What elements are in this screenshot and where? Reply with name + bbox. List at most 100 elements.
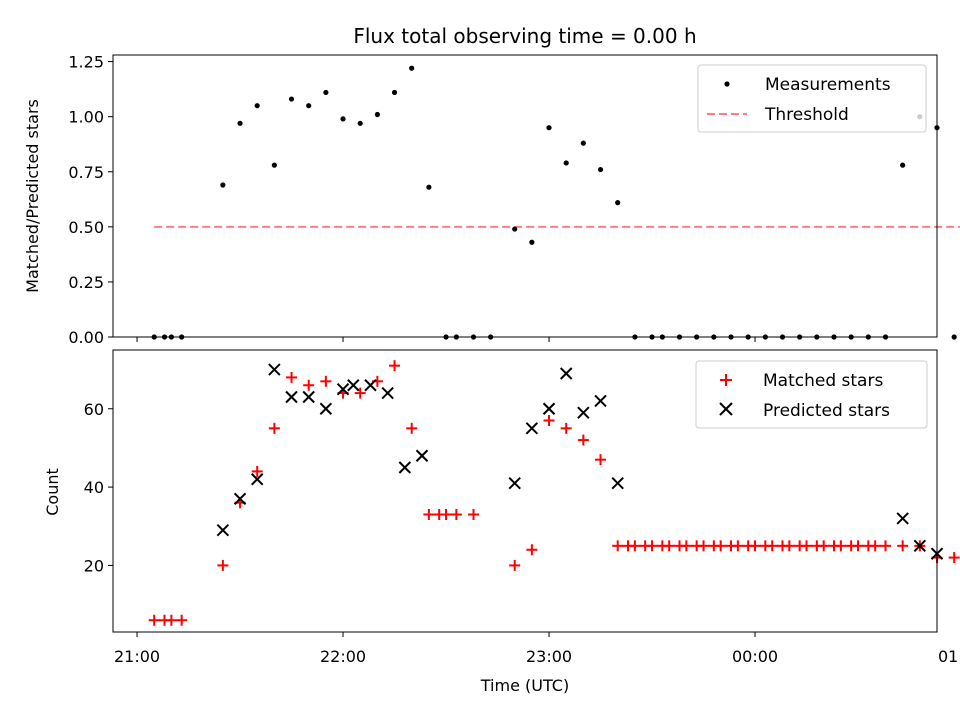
legend-measurements-label: Measurements bbox=[765, 75, 891, 95]
top-y-tick-label: 1.00 bbox=[68, 108, 104, 127]
matched-star-point bbox=[869, 540, 881, 552]
measurement-point bbox=[374, 111, 380, 118]
matched-star-point bbox=[646, 540, 658, 552]
matched-star-point bbox=[320, 375, 332, 387]
matched-star-point bbox=[303, 379, 315, 391]
predicted-star-point bbox=[302, 390, 315, 404]
matched-star-point bbox=[268, 422, 280, 434]
matched-star-point bbox=[629, 540, 641, 552]
matched-star-point bbox=[749, 540, 761, 552]
top-y-tick-label: 0.75 bbox=[68, 163, 104, 182]
measurement-point bbox=[237, 120, 243, 126]
predicted-star-point bbox=[559, 367, 573, 380]
matched-star-point bbox=[423, 509, 435, 520]
measurement-point bbox=[597, 166, 604, 173]
predicted-star-point bbox=[913, 539, 927, 553]
predicted-star-point bbox=[594, 394, 607, 408]
matched-star-point bbox=[852, 540, 864, 552]
bottom-legend: Matched stars Predicted stars bbox=[695, 360, 928, 429]
bottom-y-axis-label: Count bbox=[43, 468, 62, 516]
measurement-point bbox=[546, 125, 552, 131]
matched-star-point bbox=[698, 540, 710, 552]
predicted-star-point bbox=[415, 449, 429, 462]
measurement-point bbox=[323, 89, 329, 96]
measurement-point bbox=[615, 200, 621, 206]
top-legend: Measurements Threshold bbox=[697, 64, 927, 133]
matched-star-point bbox=[526, 544, 538, 556]
predicted-star-point bbox=[508, 476, 521, 490]
predicted-star-point bbox=[285, 390, 298, 404]
predicted-star-point bbox=[525, 422, 539, 435]
legend-predicted-label: Predicted stars bbox=[763, 401, 890, 421]
matched-star-point bbox=[440, 509, 452, 520]
matched-star-point bbox=[801, 540, 813, 552]
measurement-point bbox=[426, 184, 432, 190]
top-axes: 0.00 0.25 0.50 0.75 1.00 1.25 Matched/Predict… bbox=[23, 53, 960, 347]
matched-star-point bbox=[732, 540, 744, 552]
bottom-y-tick-label: 60 bbox=[84, 400, 104, 419]
x-tick-label: 23:00 bbox=[526, 647, 572, 666]
x-tick-label: 00:00 bbox=[732, 647, 778, 666]
matched-star-point bbox=[835, 540, 847, 552]
matched-star-point bbox=[560, 422, 572, 434]
matched-star-point bbox=[612, 540, 624, 552]
predicted-star-point bbox=[381, 386, 394, 400]
matched-star-point bbox=[251, 465, 263, 477]
bottom-legend-frame bbox=[695, 360, 928, 429]
bottom-axes-frame bbox=[112, 349, 938, 633]
matched-star-point bbox=[286, 371, 298, 383]
matched-star-point bbox=[148, 614, 160, 626]
predicted-star-point bbox=[268, 363, 281, 376]
predicted-star-point bbox=[611, 476, 624, 490]
predicted-star-point bbox=[347, 379, 360, 392]
matched-star-point bbox=[818, 540, 830, 552]
matched-star-point bbox=[543, 415, 555, 426]
legend-matched-marker bbox=[720, 374, 732, 386]
matched-star-point bbox=[354, 387, 366, 399]
predicted-star-point bbox=[250, 473, 264, 486]
predicted-star-point bbox=[398, 461, 412, 474]
matched-star-point bbox=[766, 540, 778, 552]
matched-star-point bbox=[450, 509, 462, 520]
legend-predicted-marker bbox=[719, 402, 733, 416]
bottom-y-tick-label: 40 bbox=[84, 478, 104, 497]
matched-star-point bbox=[783, 540, 795, 552]
measurement-point bbox=[288, 96, 295, 102]
measurement-point bbox=[951, 334, 957, 340]
matched-star-point bbox=[680, 540, 692, 552]
measurement-point bbox=[529, 239, 535, 245]
top-x-ticks bbox=[136, 337, 756, 342]
measurement-point bbox=[357, 120, 363, 126]
matched-star-point bbox=[509, 559, 521, 571]
bottom-y-tick-label: 20 bbox=[84, 556, 104, 575]
measurement-point bbox=[271, 162, 277, 168]
x-tick-label: 22:00 bbox=[320, 647, 366, 666]
matched-star-point bbox=[715, 540, 727, 552]
matched-star-point bbox=[595, 454, 607, 466]
top-axes-frame bbox=[112, 54, 938, 338]
predicted-star-point bbox=[364, 379, 377, 392]
predicted-star-point bbox=[577, 406, 590, 419]
measurement-point bbox=[306, 103, 312, 109]
matched-star-point bbox=[165, 614, 177, 626]
measurement-point bbox=[512, 226, 518, 232]
matched-star-point bbox=[176, 614, 188, 626]
measurement-point bbox=[409, 65, 415, 71]
legend-measurements-marker bbox=[724, 81, 730, 87]
top-legend-frame bbox=[697, 64, 927, 133]
predicted-star-point bbox=[216, 523, 230, 537]
matched-star-point bbox=[217, 559, 229, 571]
predicted-star-point bbox=[896, 512, 909, 525]
matched-star-point bbox=[663, 540, 675, 552]
matched-star-point bbox=[880, 540, 891, 552]
x-tick-label: 21:00 bbox=[114, 647, 160, 666]
figure-title: Flux total observing time = 0.00 h bbox=[353, 24, 696, 48]
matched-star-point bbox=[897, 540, 909, 552]
predicted-star-point bbox=[233, 492, 247, 506]
predicted-star-point bbox=[336, 382, 350, 396]
legend-matched-label: Matched stars bbox=[763, 371, 883, 391]
